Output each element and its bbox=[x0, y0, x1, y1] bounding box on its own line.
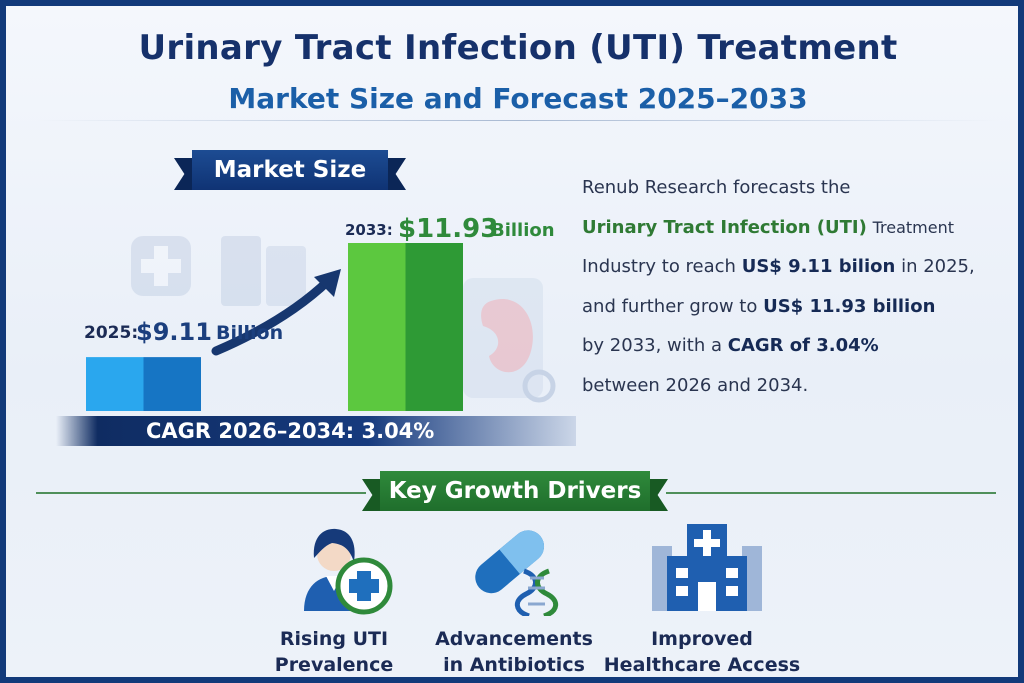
bar-label-2033-value: $11.93 bbox=[398, 214, 498, 244]
driver-label: Rising UTI Prevalence bbox=[274, 628, 394, 676]
medical-cross-decor-icon bbox=[131, 236, 191, 296]
desc-line-4: and further grow to US$ 11.93 billion bbox=[582, 295, 936, 317]
bar-label-2033-unit: Billion bbox=[491, 220, 555, 241]
page-subtitle: Market Size and Forecast 2025–2033 bbox=[228, 82, 808, 115]
market-size-chart: 2025: $9.11 Billion 2033: $11.93 Billion bbox=[84, 214, 555, 411]
clipboard-decor-icon bbox=[221, 236, 306, 306]
drivers-rule-left bbox=[36, 492, 366, 494]
market-size-ribbon: Market Size bbox=[174, 150, 406, 190]
kidney-decor-icon bbox=[463, 278, 556, 403]
driver-rising-uti: Rising UTI Prevalence bbox=[234, 516, 434, 677]
bar-label-2025-value: $9.11 bbox=[136, 318, 212, 346]
divider bbox=[36, 120, 1000, 121]
growth-arrow bbox=[211, 276, 333, 356]
market-description: Renub Research forecasts the Urinary Tra… bbox=[582, 168, 992, 405]
driver-label: Advancements in Antibiotics bbox=[435, 628, 593, 676]
key-growth-drivers-label: Key Growth Drivers bbox=[388, 478, 642, 504]
desc-line-6: between 2026 and 2034. bbox=[582, 374, 809, 396]
bar-2025 bbox=[86, 357, 201, 411]
bar-label-2033-year: 2033: bbox=[345, 221, 393, 239]
capsule-dna-icon bbox=[475, 530, 559, 616]
growth-arrow-head bbox=[314, 269, 341, 297]
desc-line-2: Urinary Tract Infection (UTI) Treatment bbox=[582, 216, 955, 238]
bar-2033 bbox=[348, 243, 463, 411]
bar-label-2025-year: 2025: bbox=[84, 323, 138, 343]
bar-label-2025-unit: Billion bbox=[216, 322, 283, 344]
drivers-rule-right bbox=[666, 492, 996, 494]
driver-antibiotics: Advancements in Antibiotics bbox=[414, 516, 614, 677]
market-size-label: Market Size bbox=[213, 157, 367, 183]
cagr-label: CAGR 2026–2034: 3.04% bbox=[146, 419, 435, 443]
desc-line-5: by 2033, with a CAGR of 3.04% bbox=[582, 335, 879, 356]
driver-label: Improved Healthcare Access bbox=[603, 628, 801, 676]
key-growth-drivers-ribbon: Key Growth Drivers bbox=[362, 471, 668, 511]
page-title: Urinary Tract Infection (UTI) Treatment bbox=[138, 28, 898, 68]
desc-line-3: Industry to reach US$ 9.11 bilion in 202… bbox=[582, 256, 975, 277]
desc-line-1: Renub Research forecasts the bbox=[582, 177, 851, 198]
cagr-band bbox=[56, 416, 576, 446]
doctor-plus-icon bbox=[304, 528, 393, 615]
hospital-icon bbox=[652, 524, 762, 611]
driver-healthcare-access: Improved Healthcare Access bbox=[602, 516, 802, 677]
